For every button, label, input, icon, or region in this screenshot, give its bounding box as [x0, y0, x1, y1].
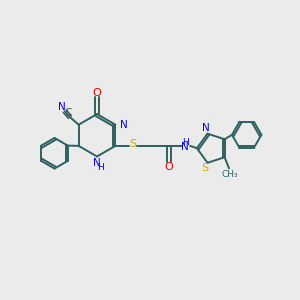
Text: H: H [182, 137, 188, 146]
Text: O: O [164, 162, 173, 172]
Text: S: S [129, 139, 136, 148]
Text: N: N [120, 120, 128, 130]
Text: CH₃: CH₃ [221, 170, 238, 179]
Text: N: N [93, 158, 101, 168]
Text: N: N [202, 123, 210, 134]
Text: C: C [64, 109, 72, 118]
Text: N: N [58, 102, 66, 112]
Text: N: N [181, 142, 189, 152]
Text: S: S [201, 163, 208, 173]
Text: H: H [97, 163, 104, 172]
Text: O: O [93, 88, 101, 98]
